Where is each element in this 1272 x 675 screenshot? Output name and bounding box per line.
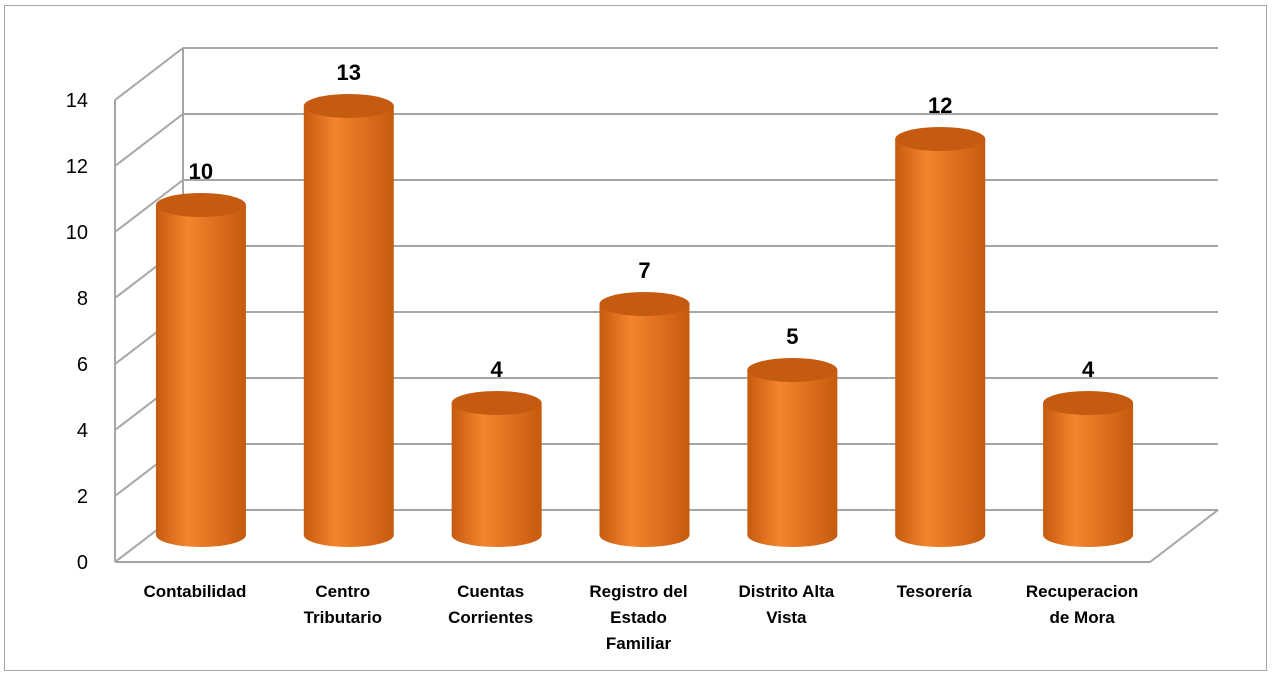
label-layer: 10 Contabilidad 13 Centro Tributario 4 Cuentas… [143,60,1138,653]
x-tick-label-line: Tesorería [897,582,973,601]
data-label: 7 [638,258,650,283]
x-tick-label: Centro Tributario [304,582,382,627]
bar-top [599,292,690,316]
bar-body [599,304,690,547]
bar-body [895,139,986,547]
bar [303,94,394,547]
bar-top [1043,391,1134,415]
y-tick-label: 14 [66,90,88,112]
side-wall-line [114,47,184,101]
bar-body [1043,403,1134,547]
y-tick-label: 6 [77,354,88,376]
bar-body [747,370,838,547]
x-tick-label: Tesorería [897,582,973,601]
y-tick-label: 0 [77,552,88,574]
data-label: 13 [337,60,361,85]
bar-top [155,193,246,217]
x-tick-label-line: Contabilidad [143,582,246,601]
x-tick-label-line: Distrito Alta [738,582,834,601]
bar [599,292,690,547]
x-tick-label: Recuperacion de Mora [1026,582,1138,627]
x-tick-label-line: Registro del [589,582,687,601]
x-tick-label: Registro del Estado Familiar [589,582,687,653]
y-tick-label: 4 [77,420,88,442]
bar-top [451,391,542,415]
x-tick-label-line: Cuentas [457,582,524,601]
x-tick-label-line: Estado [610,608,667,627]
x-tick-label-line: de Mora [1049,608,1115,627]
x-tick-label: Cuentas Corrientes [448,582,533,627]
y-tick-label: 12 [66,156,88,178]
bar-body [155,205,246,547]
x-tick-label-line: Vista [766,608,807,627]
bar-top [747,358,838,382]
x-tick-label-line: Recuperacion [1026,582,1138,601]
x-tick-label-line: Corrientes [448,608,533,627]
side-wall-line [114,113,184,167]
bar [747,358,838,547]
data-label: 4 [491,357,504,382]
data-label: 5 [786,324,798,349]
x-tick-label: Distrito Alta Vista [738,582,834,627]
y-tick-label: 8 [77,288,88,310]
bar [451,391,542,547]
bar-layer [155,94,1134,547]
floor-right-edge [1149,509,1219,563]
y-tick-label: 2 [77,486,88,508]
bar-body [451,403,542,547]
y-tick-label: 10 [66,222,88,244]
bar-top [895,127,986,151]
bar [1043,391,1134,547]
side-wall-line [114,179,184,233]
x-tick-label-line: Tributario [304,608,382,627]
data-label: 10 [189,159,213,184]
x-tick-label-line: Centro [315,582,370,601]
bar [895,127,986,547]
bar-body [303,106,394,547]
data-label: 4 [1082,357,1095,382]
data-label: 12 [928,93,952,118]
bar-top [303,94,394,118]
x-tick-label-line: Familiar [606,634,672,653]
x-tick-label: Contabilidad [143,582,246,601]
bar [155,193,246,547]
